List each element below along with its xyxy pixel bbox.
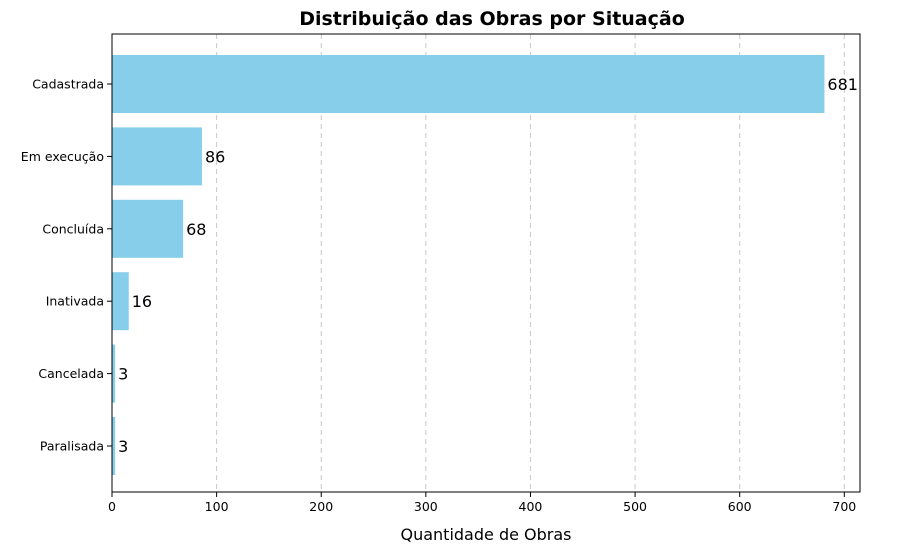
x-tick-label: 500 [623, 499, 647, 514]
x-tick-label: 0 [108, 499, 116, 514]
y-tick-label: Em execução [21, 149, 104, 164]
bar-paralisada [112, 417, 116, 475]
bar-cancelada [112, 344, 116, 403]
y-tick-label: Inativada [46, 294, 104, 309]
data-labels-layer: 681 86 68 16 3 3 [118, 75, 858, 456]
bar-em-execução [112, 127, 202, 186]
y-tick-label: Cancelada [38, 366, 104, 381]
data-label: 68 [186, 220, 206, 239]
y-tick-label: Concluída [42, 221, 104, 236]
y-tick-label: Paralisada [40, 439, 104, 454]
x-tick-label: 300 [414, 499, 438, 514]
plot-frame [111, 33, 861, 493]
chart-title: Distribuição das Obras por Situação [299, 8, 685, 30]
x-tick-label: 100 [205, 499, 229, 514]
data-label: 681 [827, 75, 858, 94]
x-axis-label: Quantidade de Obras [401, 525, 572, 544]
data-label: 16 [132, 292, 152, 311]
bar-concluída [112, 199, 184, 258]
y-axis-ticks: Cadastrada Em execução Concluída Inativada C… [21, 77, 112, 454]
x-axis-ticks: 0 100 200 300 400 500 600 700 [108, 492, 856, 514]
bars-layer [112, 55, 825, 475]
data-label: 3 [118, 365, 128, 384]
x-tick-label: 200 [309, 499, 333, 514]
x-tick-label: 600 [728, 499, 752, 514]
x-tick-label: 700 [832, 499, 856, 514]
x-tick-label: 400 [519, 499, 543, 514]
bar-cadastrada [112, 55, 825, 113]
data-label: 86 [205, 147, 225, 166]
data-label: 3 [118, 437, 128, 456]
y-tick-label: Cadastrada [32, 77, 104, 92]
bar-inativada [112, 272, 129, 331]
